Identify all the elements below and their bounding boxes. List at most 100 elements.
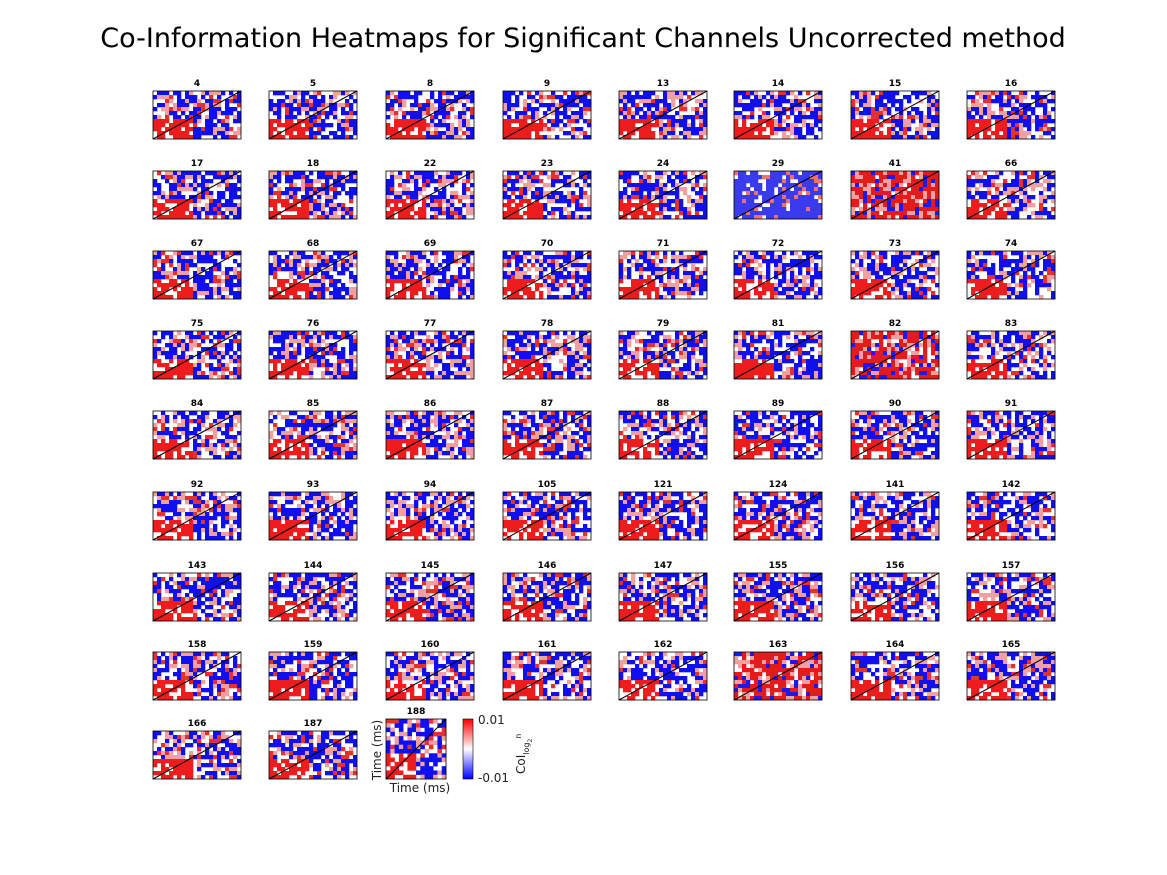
- heatmap-cell: [157, 295, 162, 300]
- heatmap-cell: [806, 271, 811, 276]
- heatmap-cell: [623, 291, 628, 296]
- heatmap-cell: [313, 187, 318, 192]
- heatmap-cell: [442, 199, 447, 204]
- heatmap-cell: [567, 271, 572, 276]
- heatmap-cell: [738, 99, 743, 104]
- heatmap-cell: [337, 215, 342, 220]
- heatmap-cell: [703, 107, 708, 112]
- heatmap-cell: [754, 207, 759, 212]
- heatmap-cell: [173, 279, 178, 284]
- heatmap-cell: [907, 215, 912, 220]
- heatmap-cell: [806, 275, 811, 280]
- heatmap-cell: [923, 187, 928, 192]
- heatmap-cell: [875, 183, 880, 188]
- heatmap-cell: [802, 283, 807, 288]
- heatmap-cell: [442, 295, 447, 300]
- heatmap-cell: [814, 275, 819, 280]
- heatmap-cell: [273, 275, 278, 280]
- heatmap-cell: [895, 255, 900, 260]
- heatmap-cell: [1015, 107, 1020, 112]
- heatmap-cell: [754, 91, 759, 96]
- heatmap-cell: [466, 91, 471, 96]
- heatmap-cell: [967, 135, 972, 140]
- heatmap-cell: [738, 267, 743, 272]
- heatmap-cell: [269, 171, 274, 176]
- heatmap-cell: [818, 99, 823, 104]
- heatmap-cell: [438, 183, 443, 188]
- heatmap-cell: [659, 271, 664, 276]
- heatmap-cell: [177, 211, 182, 216]
- heatmap-cell: [699, 279, 704, 284]
- heatmap-cell: [931, 135, 936, 140]
- heatmap-cell: [859, 207, 864, 212]
- heatmap-cell: [810, 207, 815, 212]
- heatmap-cell: [285, 335, 290, 340]
- heatmap-cell: [181, 103, 186, 108]
- heatmap-cell: [927, 215, 932, 220]
- heatmap-cell: [659, 187, 664, 192]
- heatmap-cell: [442, 131, 447, 136]
- heatmap-cell: [515, 267, 520, 272]
- heatmap-cell: [810, 115, 815, 120]
- heatmap-panel: 18: [268, 159, 358, 220]
- heatmap-cell: [919, 291, 924, 296]
- heatmap-cell: [999, 207, 1004, 212]
- heatmap-cell: [193, 371, 198, 376]
- heatmap-cell: [1023, 111, 1028, 116]
- heatmap-cell: [891, 119, 896, 124]
- heatmap-cell: [446, 267, 451, 272]
- heatmap-cell: [297, 91, 302, 96]
- heatmap-cell: [406, 195, 411, 200]
- heatmap-cell: [213, 99, 218, 104]
- heatmap-cell: [915, 295, 920, 300]
- heatmap-cell: [871, 271, 876, 276]
- heatmap-cell: [814, 107, 819, 112]
- heatmap-cell: [975, 107, 980, 112]
- heatmap-cell: [229, 355, 234, 360]
- heatmap-cell: [1019, 283, 1024, 288]
- heatmap-cell: [734, 103, 739, 108]
- heatmap-cell: [414, 187, 419, 192]
- heatmap-cell: [181, 267, 186, 272]
- heatmap-cell: [635, 295, 640, 300]
- heatmap-cell: [559, 95, 564, 100]
- heatmap-cell: [527, 207, 532, 212]
- heatmap-cell: [531, 107, 536, 112]
- heatmap-cell: [438, 263, 443, 268]
- heatmap-cell: [971, 195, 976, 200]
- heatmap-cell: [293, 199, 298, 204]
- heatmap-cell: [651, 131, 656, 136]
- heatmap-cell: [766, 115, 771, 120]
- heatmap-cell: [173, 183, 178, 188]
- heatmap-cell: [919, 271, 924, 276]
- heatmap-cell: [987, 199, 992, 204]
- heatmap-cell: [1015, 215, 1020, 220]
- heatmap-cell: [871, 211, 876, 216]
- heatmap-cell: [999, 107, 1004, 112]
- heatmap-cell: [810, 211, 815, 216]
- heatmap-cell: [169, 107, 174, 112]
- heatmap-cell: [313, 103, 318, 108]
- heatmap-cell: [386, 195, 391, 200]
- heatmap-cell: [446, 199, 451, 204]
- heatmap-cell: [394, 99, 399, 104]
- heatmap-cell: [317, 339, 322, 344]
- heatmap-cell: [806, 211, 811, 216]
- heatmap-cell: [883, 279, 888, 284]
- heatmap-cell: [285, 255, 290, 260]
- heatmap-cell: [663, 287, 668, 292]
- heatmap-cell: [619, 107, 624, 112]
- heatmap-cell: [754, 251, 759, 256]
- heatmap-cell: [571, 119, 576, 124]
- heatmap-cell: [979, 183, 984, 188]
- heatmap-cell: [575, 111, 580, 116]
- heatmap-cell: [879, 103, 884, 108]
- heatmap-cell: [818, 271, 823, 276]
- heatmap-cell: [1039, 99, 1044, 104]
- heatmap-cell: [683, 207, 688, 212]
- heatmap-cell: [895, 271, 900, 276]
- heatmap-cell: [551, 267, 556, 272]
- heatmap-cell: [161, 271, 166, 276]
- heatmap-cell: [551, 119, 556, 124]
- heatmap-cell: [867, 195, 872, 200]
